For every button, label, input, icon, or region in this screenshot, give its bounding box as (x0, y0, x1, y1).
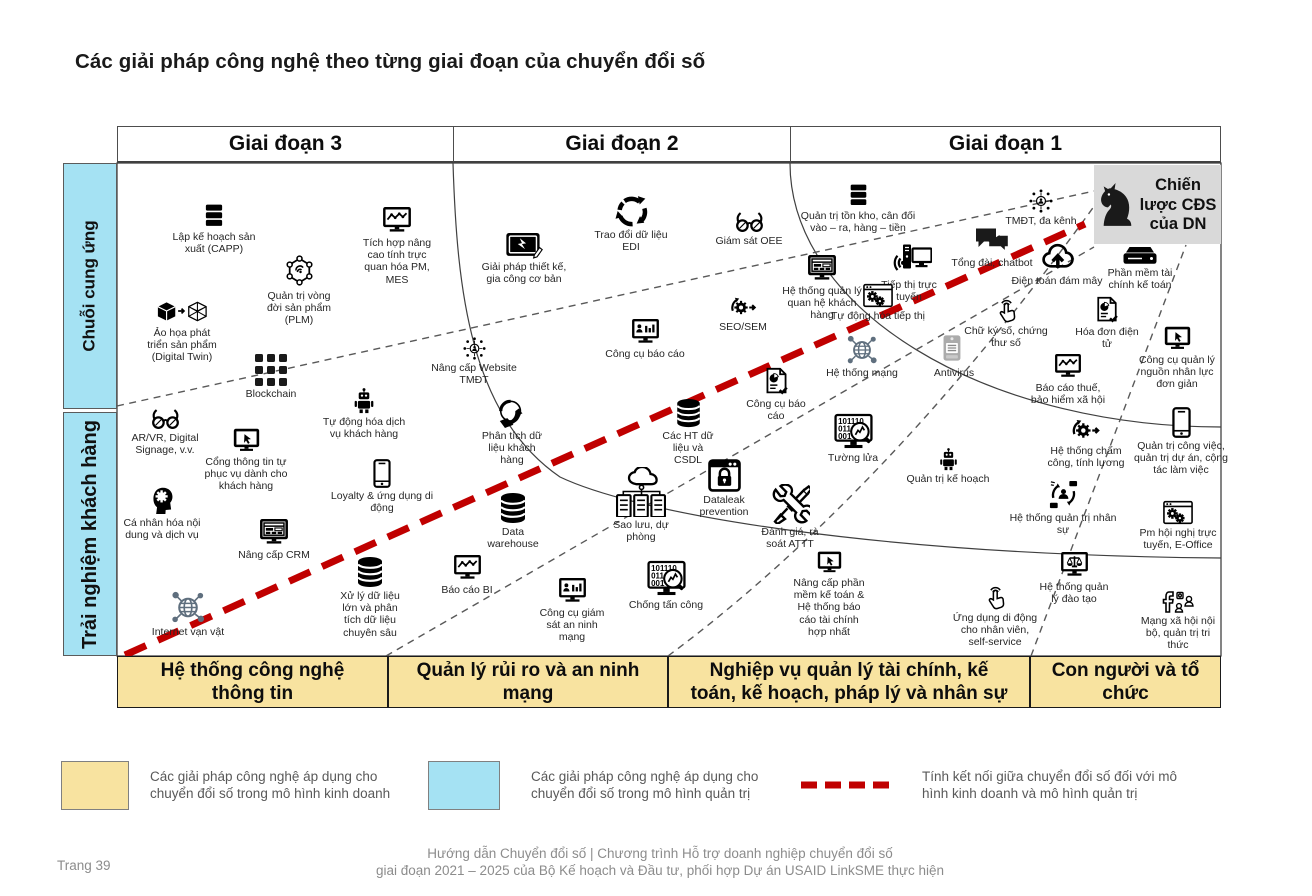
svg-text:011: 011 (651, 572, 664, 581)
svg-text:001: 001 (651, 579, 665, 588)
svg-text:011: 011 (838, 425, 851, 434)
svg-text:101110: 101110 (651, 564, 677, 573)
svg-text:101110: 101110 (838, 417, 864, 426)
svg-text:001: 001 (838, 432, 852, 441)
